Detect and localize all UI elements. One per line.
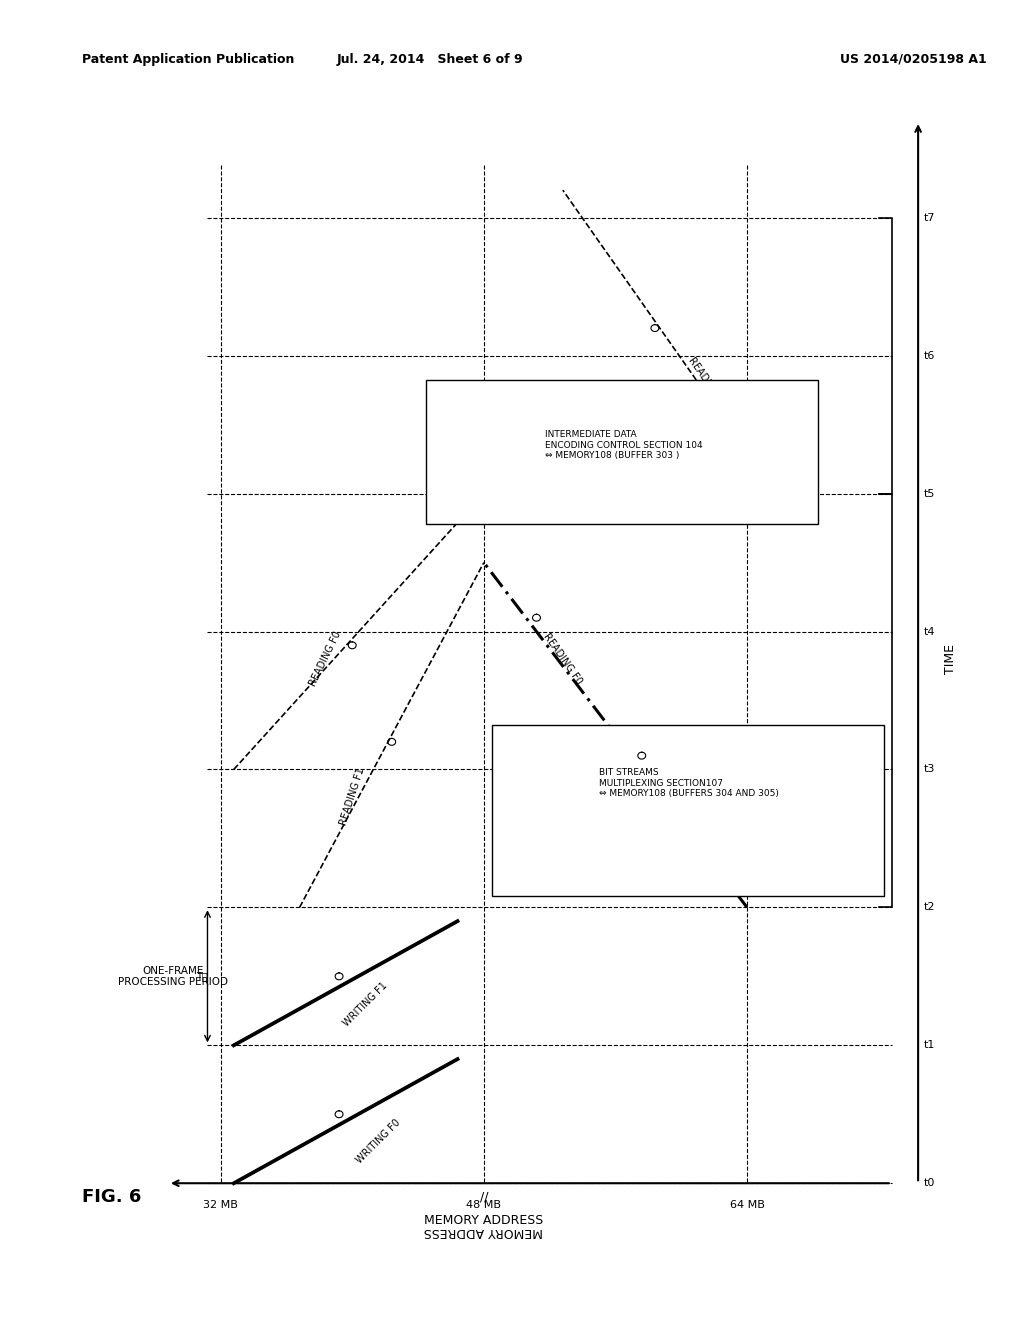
Text: t3: t3 bbox=[924, 764, 935, 775]
Text: READING F1: READING F1 bbox=[338, 767, 367, 828]
Text: T₟: T₟ bbox=[196, 972, 208, 981]
Text: Patent Application Publication: Patent Application Publication bbox=[82, 53, 294, 66]
FancyBboxPatch shape bbox=[426, 380, 818, 524]
Text: US 2014/0205198 A1: US 2014/0205198 A1 bbox=[840, 53, 986, 66]
Text: t2: t2 bbox=[924, 903, 935, 912]
Text: //: // bbox=[479, 1191, 488, 1203]
Text: WRITING F1: WRITING F1 bbox=[660, 799, 701, 851]
Text: Jul. 24, 2014   Sheet 6 of 9: Jul. 24, 2014 Sheet 6 of 9 bbox=[337, 53, 523, 66]
Text: WRITING F0: WRITING F0 bbox=[354, 1118, 402, 1166]
Text: t0: t0 bbox=[924, 1179, 935, 1188]
Text: MEMORY ADDRESS: MEMORY ADDRESS bbox=[424, 1225, 544, 1238]
Text: t1: t1 bbox=[924, 1040, 935, 1051]
Text: READING F1: READING F1 bbox=[686, 356, 729, 411]
Text: MEMORY ADDRESS: MEMORY ADDRESS bbox=[424, 1213, 544, 1226]
Text: ONE-FRAME
PROCESSING PERIOD: ONE-FRAME PROCESSING PERIOD bbox=[118, 965, 228, 987]
Text: t4: t4 bbox=[924, 627, 935, 636]
Text: WRITING F1: WRITING F1 bbox=[341, 979, 389, 1028]
Text: t5: t5 bbox=[924, 488, 935, 499]
Text: BIT STREAMS
MULTIPLEXING SECTION107
⇔ MEMORY108 (BUFFERS 304 AND 305): BIT STREAMS MULTIPLEXING SECTION107 ⇔ ME… bbox=[599, 768, 779, 799]
Text: READING F0: READING F0 bbox=[542, 632, 584, 686]
Text: t7: t7 bbox=[924, 213, 935, 223]
Text: TIME: TIME bbox=[944, 644, 957, 675]
Text: INTERMEDIATE DATA
ENCODING CONTROL SECTION 104
⇔ MEMORY108 (BUFFER 303 ): INTERMEDIATE DATA ENCODING CONTROL SECTI… bbox=[545, 430, 702, 461]
Text: 48 MB: 48 MB bbox=[466, 1200, 502, 1209]
Text: 32 MB: 32 MB bbox=[203, 1200, 238, 1209]
Text: t6: t6 bbox=[924, 351, 935, 360]
FancyBboxPatch shape bbox=[492, 725, 884, 896]
Text: FIG. 6: FIG. 6 bbox=[82, 1188, 141, 1206]
Text: 64 MB: 64 MB bbox=[730, 1200, 765, 1209]
Text: READING F0: READING F0 bbox=[308, 630, 343, 688]
